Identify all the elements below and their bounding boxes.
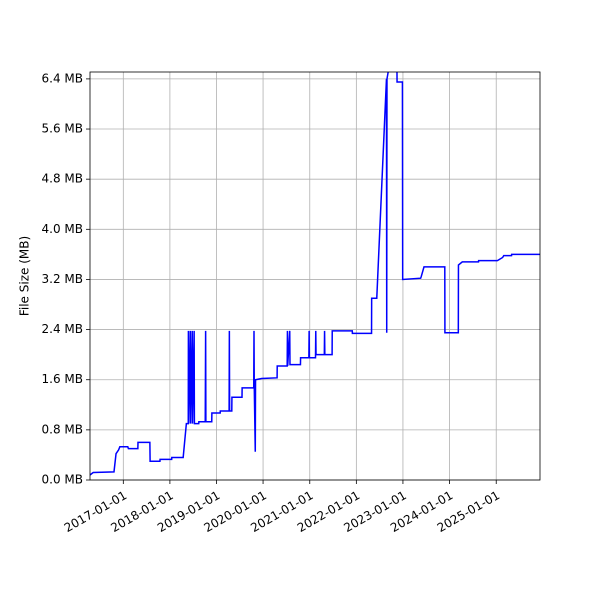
y-tick-label: 2.4 MB: [42, 322, 83, 336]
y-axis-label: File Size (MB): [18, 236, 32, 316]
y-tick-label: 0.0 MB: [42, 473, 83, 487]
y-tick-label: 6.4 MB: [42, 71, 83, 85]
y-tick-label: 0.8 MB: [42, 422, 83, 436]
y-tick-label: 5.6 MB: [42, 122, 83, 136]
plot-frame: [89, 71, 541, 481]
y-tick-label: 4.0 MB: [42, 222, 83, 236]
data-line: [90, 72, 540, 476]
y-tick-label: 4.8 MB: [42, 172, 83, 186]
y-tick-label: 1.6 MB: [42, 372, 83, 386]
y-tick-label: 3.2 MB: [42, 272, 83, 286]
